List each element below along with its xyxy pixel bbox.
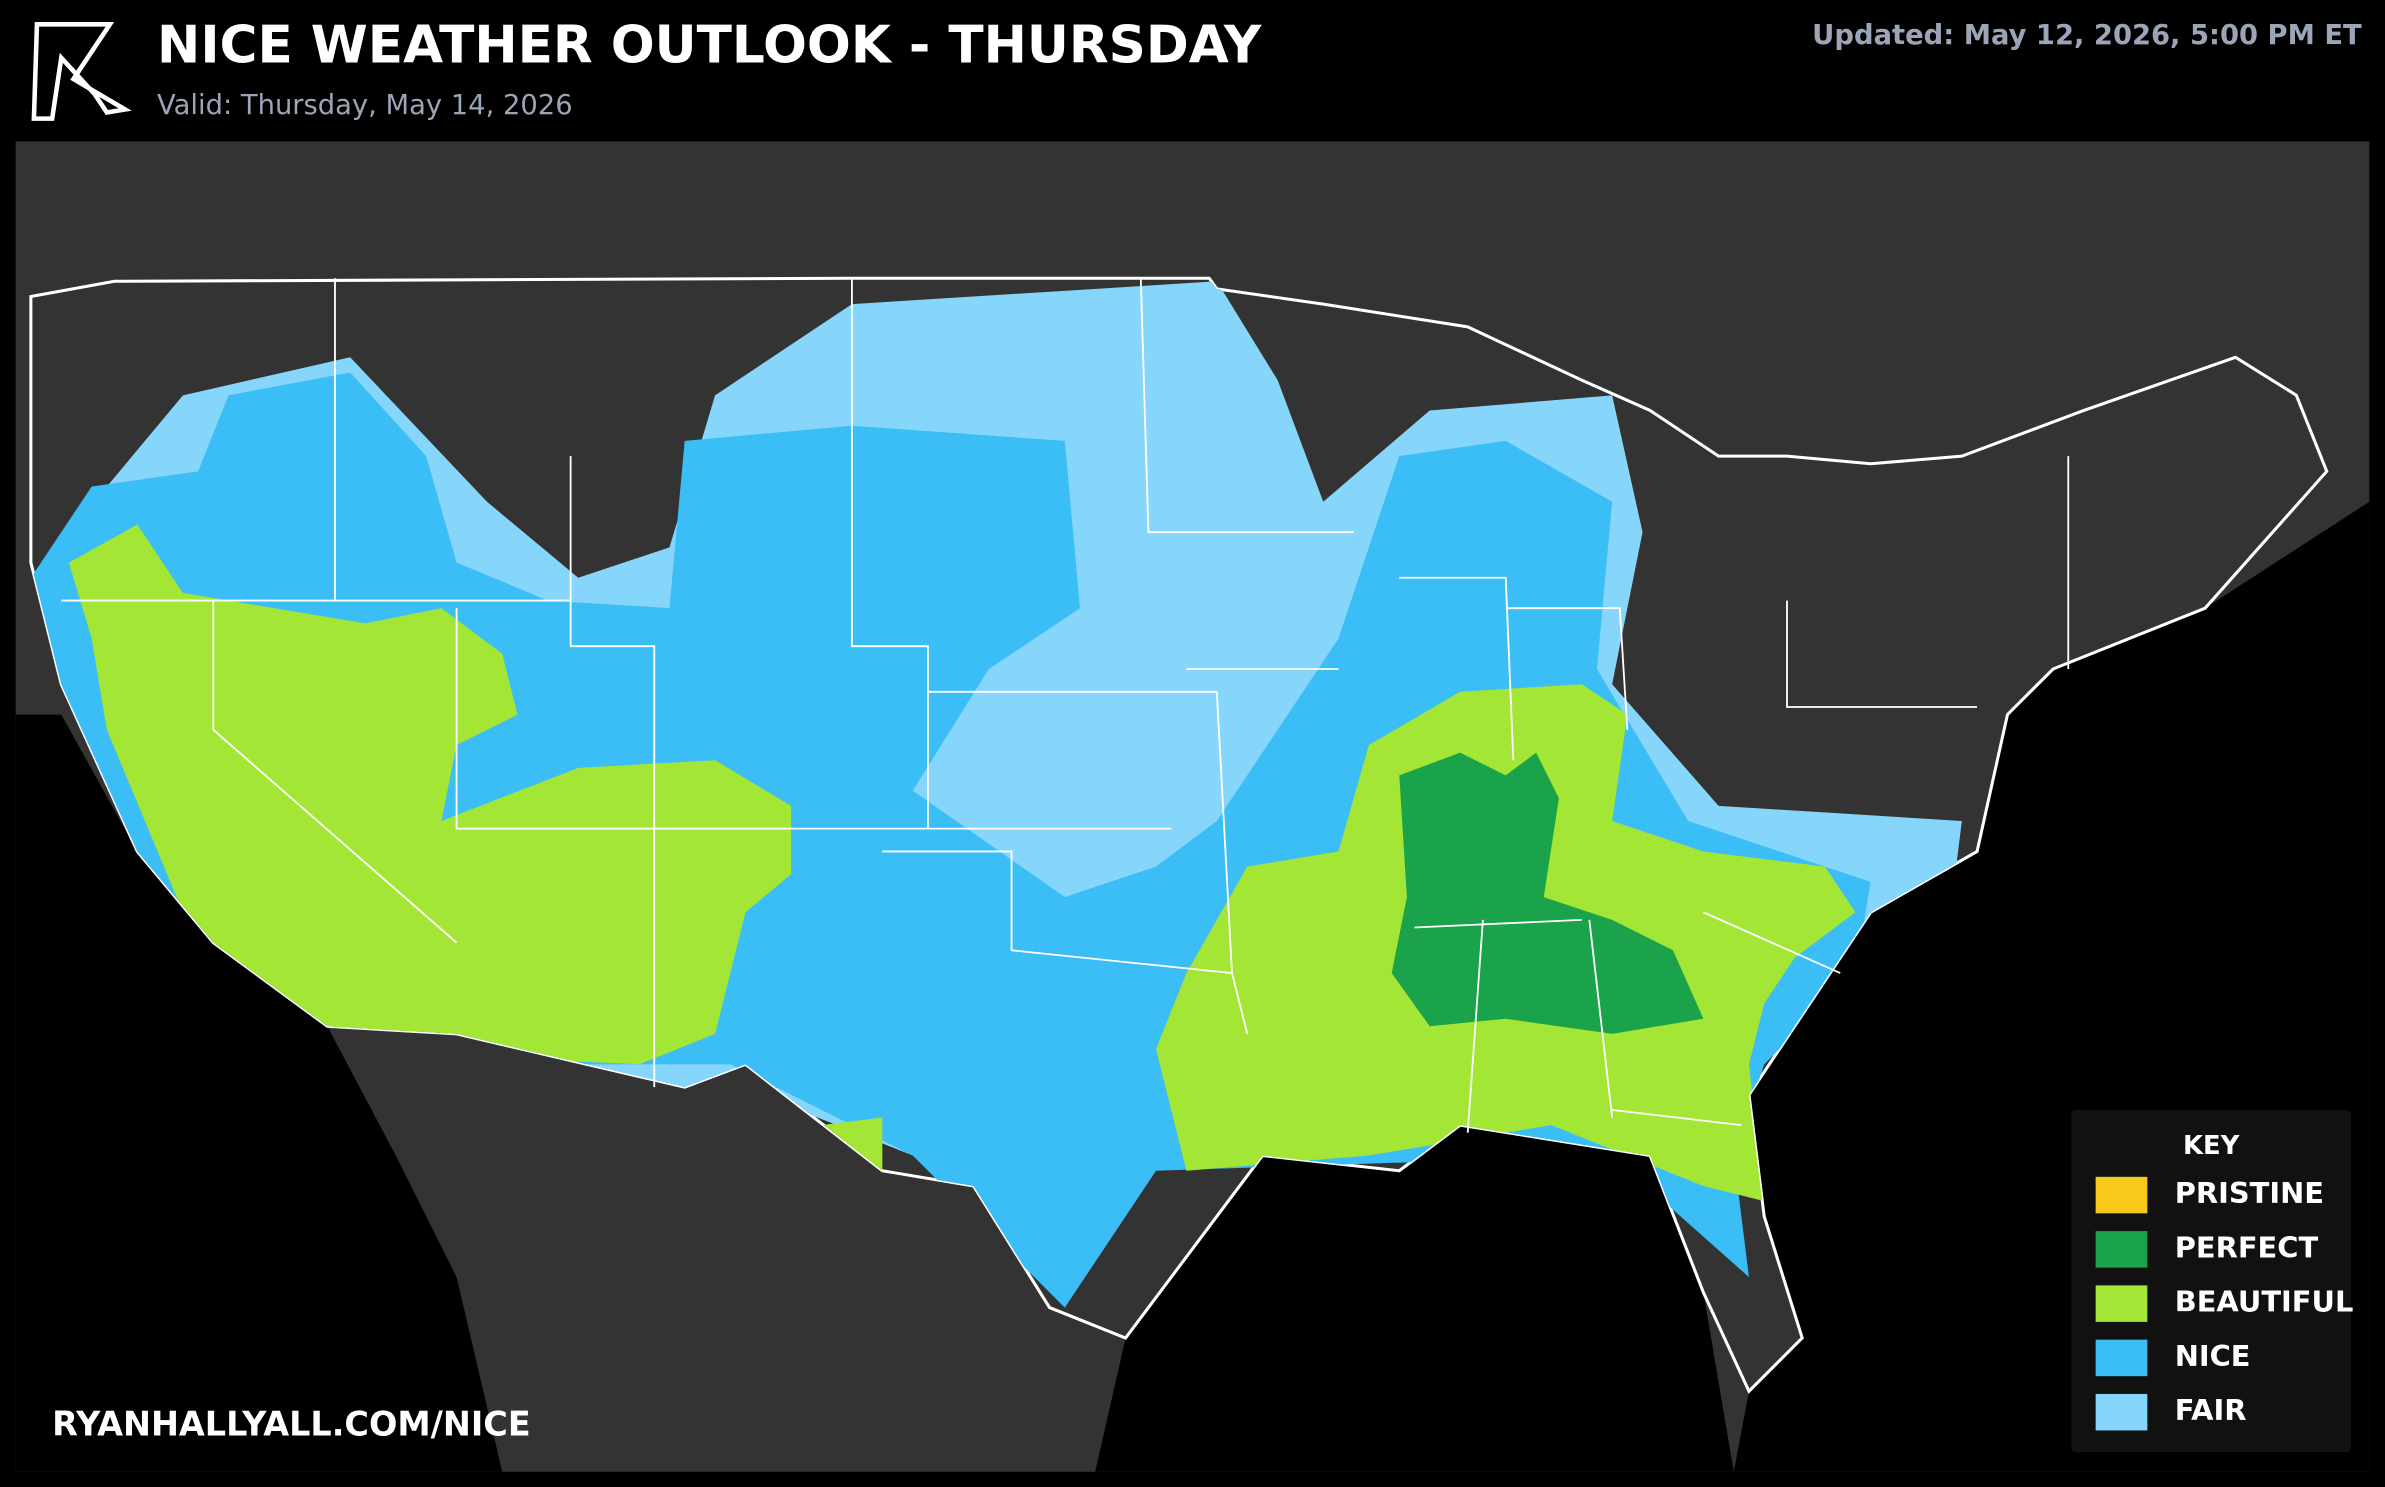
gulf-of-mexico bbox=[1095, 1125, 1734, 1472]
map bbox=[15, 141, 2370, 1472]
legend: KEY PRISTINE PERFECT BEAUTIFUL NICE FAIR bbox=[2071, 1109, 2354, 1453]
state-borders bbox=[61, 278, 2070, 1133]
updated-time: Updated: May 12, 2026, 5:00 PM ET bbox=[1812, 20, 2362, 51]
legend-title: KEY bbox=[2183, 1131, 2240, 1161]
legend-label: BEAUTIFUL bbox=[2175, 1285, 2354, 1319]
valid-date: Valid: Thursday, May 14, 2026 bbox=[157, 90, 573, 121]
legend-label: NICE bbox=[2175, 1339, 2251, 1373]
pacific-ocean bbox=[15, 714, 503, 1472]
legend-label: FAIR bbox=[2175, 1393, 2247, 1427]
title: NICE WEATHER OUTLOOK - THURSDAY bbox=[157, 16, 1262, 76]
footer-url: RYANHALLYALL.COM/NICE bbox=[52, 1405, 531, 1444]
legend-swatch bbox=[2095, 1393, 2148, 1431]
logo bbox=[31, 22, 132, 121]
legend-swatch bbox=[2095, 1339, 2148, 1377]
legend-label: PERFECT bbox=[2175, 1230, 2319, 1264]
outlook-region bbox=[68, 524, 792, 1065]
legend-swatch bbox=[2095, 1176, 2148, 1214]
legend-swatch bbox=[2095, 1285, 2148, 1322]
outlook-regions bbox=[30, 281, 1962, 1308]
outlook-region bbox=[1391, 752, 1704, 1034]
legend-swatch bbox=[2095, 1231, 2148, 1268]
legend-label: PRISTINE bbox=[2175, 1176, 2324, 1210]
